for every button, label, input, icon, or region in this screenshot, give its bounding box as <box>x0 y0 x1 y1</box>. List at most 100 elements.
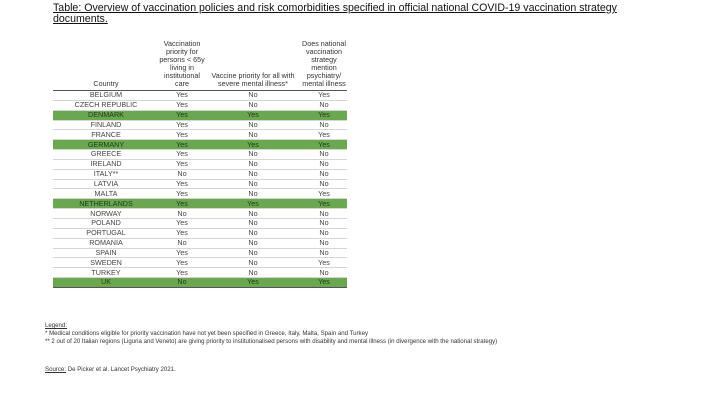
cell-institutional-care: Yes <box>159 120 205 131</box>
cell-severe-mental-illness: No <box>205 188 301 200</box>
cell-severe-mental-illness: Yes <box>205 198 301 210</box>
cell-severe-mental-illness: No <box>205 179 301 190</box>
header-mentions-psychiatry: Does national vaccination strategy menti… <box>301 40 347 91</box>
cell-mentions-psychiatry: Yes <box>301 139 347 151</box>
table-row: SWEDEN Yes No Yes <box>53 257 347 269</box>
cell-mentions-psychiatry: No <box>301 159 347 170</box>
header-institutional-care: Vaccination priority for persons < 65y l… <box>159 40 205 91</box>
cell-country: POLAND <box>53 218 159 229</box>
cell-institutional-care: Yes <box>159 90 205 101</box>
footnote-1: * Medical conditions eligible for priori… <box>45 329 369 337</box>
table-row: BELGIUM Yes No Yes <box>53 90 347 101</box>
source-label: Source: <box>45 366 67 373</box>
footnote-2: ** 2 out of 20 Italian regions (Liguria … <box>45 337 498 345</box>
cell-mentions-psychiatry: Yes <box>301 110 347 121</box>
cell-country: BELGIUM <box>53 90 159 101</box>
cell-country: FRANCE <box>53 129 159 141</box>
cell-mentions-psychiatry: No <box>301 208 347 219</box>
table-row: NORWAY No No No <box>53 208 347 219</box>
cell-mentions-psychiatry: No <box>301 267 347 279</box>
cell-country: MALTA <box>53 188 159 200</box>
header-severe-mental-illness: Vaccine priority for all with severe men… <box>205 40 301 91</box>
cell-institutional-care: Yes <box>159 159 205 170</box>
table-row: TURKEY Yes No No <box>53 267 347 279</box>
cell-mentions-psychiatry: No <box>301 169 347 180</box>
cell-mentions-psychiatry: Yes <box>301 257 347 269</box>
cell-country: PORTUGAL <box>53 228 159 239</box>
cell-mentions-psychiatry: Yes <box>301 188 347 200</box>
cell-country: GREECE <box>53 149 159 160</box>
table-row: FRANCE Yes No Yes <box>53 129 347 141</box>
cell-country: UK <box>53 277 159 288</box>
cell-mentions-psychiatry: No <box>301 218 347 229</box>
cell-country: IRELAND <box>53 159 159 170</box>
table-row: ITALY** No No No <box>53 169 347 180</box>
cell-severe-mental-illness: No <box>205 228 301 239</box>
cell-mentions-psychiatry: No <box>301 149 347 160</box>
cell-country: DENMARK <box>53 110 159 121</box>
cell-country: TURKEY <box>53 267 159 279</box>
cell-institutional-care: No <box>159 208 205 219</box>
cell-severe-mental-illness: No <box>205 218 301 229</box>
cell-severe-mental-illness: No <box>205 267 301 279</box>
cell-institutional-care: No <box>159 169 205 180</box>
cell-institutional-care: Yes <box>159 149 205 160</box>
table-row: SPAIN Yes No No <box>53 248 347 259</box>
cell-severe-mental-illness: No <box>205 238 301 249</box>
cell-institutional-care: Yes <box>159 100 205 111</box>
table-row: GERMANY Yes Yes Yes <box>53 139 347 151</box>
notes: Legend: * Medical conditions eligible fo… <box>45 322 605 345</box>
cell-institutional-care: Yes <box>159 179 205 190</box>
cell-institutional-care: Yes <box>159 267 205 279</box>
cell-severe-mental-illness: No <box>205 257 301 269</box>
vaccination-policy-table: Country Vaccination priority for persons… <box>53 40 347 288</box>
cell-institutional-care: Yes <box>159 129 205 141</box>
table-row: POLAND Yes No No <box>53 218 347 229</box>
cell-severe-mental-illness: No <box>205 120 301 131</box>
cell-country: LATVIA <box>53 179 159 190</box>
cell-severe-mental-illness: No <box>205 100 301 111</box>
table-row: UK No Yes Yes <box>53 277 347 288</box>
table-row: GREECE Yes No No <box>53 149 347 160</box>
cell-mentions-psychiatry: No <box>301 100 347 111</box>
source-text: De Picker et al. Lancet Psychiatry 2021. <box>66 366 176 373</box>
cell-country: SPAIN <box>53 248 159 259</box>
cell-country: SWEDEN <box>53 257 159 269</box>
cell-severe-mental-illness: No <box>205 169 301 180</box>
cell-institutional-care: Yes <box>159 218 205 229</box>
cell-mentions-psychiatry: Yes <box>301 198 347 210</box>
table-row: LATVIA Yes No No <box>53 179 347 190</box>
cell-institutional-care: Yes <box>159 110 205 121</box>
cell-country: NORWAY <box>53 208 159 219</box>
cell-institutional-care: Yes <box>159 188 205 200</box>
cell-institutional-care: Yes <box>159 257 205 269</box>
cell-country: NETHERLANDS <box>53 198 159 210</box>
cell-mentions-psychiatry: No <box>301 238 347 249</box>
cell-mentions-psychiatry: No <box>301 179 347 190</box>
cell-severe-mental-illness: No <box>205 129 301 141</box>
table-title: Table: Overview of vaccination policies … <box>53 2 617 25</box>
cell-mentions-psychiatry: Yes <box>301 277 347 288</box>
cell-mentions-psychiatry: Yes <box>301 90 347 101</box>
cell-country: CZECH REPUBLIC <box>53 100 159 111</box>
header-country: Country <box>53 40 159 91</box>
table-row: MALTA Yes No Yes <box>53 188 347 200</box>
cell-severe-mental-illness: Yes <box>205 110 301 121</box>
table-header-row: Country Vaccination priority for persons… <box>53 40 347 91</box>
cell-country: GERMANY <box>53 139 159 151</box>
table-row: PORTUGAL Yes No No <box>53 228 347 239</box>
cell-severe-mental-illness: No <box>205 90 301 101</box>
table-row: NETHERLANDS Yes Yes Yes <box>53 198 347 210</box>
cell-mentions-psychiatry: No <box>301 120 347 131</box>
cell-country: FINLAND <box>53 120 159 131</box>
table-row: IRELAND Yes No No <box>53 159 347 170</box>
cell-severe-mental-illness: No <box>205 159 301 170</box>
table-row: DENMARK Yes Yes Yes <box>53 110 347 121</box>
cell-severe-mental-illness: Yes <box>205 139 301 151</box>
cell-severe-mental-illness: Yes <box>205 277 301 288</box>
cell-institutional-care: Yes <box>159 248 205 259</box>
legend-label: Legend: <box>45 322 68 329</box>
table-row: ROMANIA No No No <box>53 238 347 249</box>
source-citation: Source: De Picker et al. Lancet Psychiat… <box>45 366 176 373</box>
cell-institutional-care: Yes <box>159 198 205 210</box>
